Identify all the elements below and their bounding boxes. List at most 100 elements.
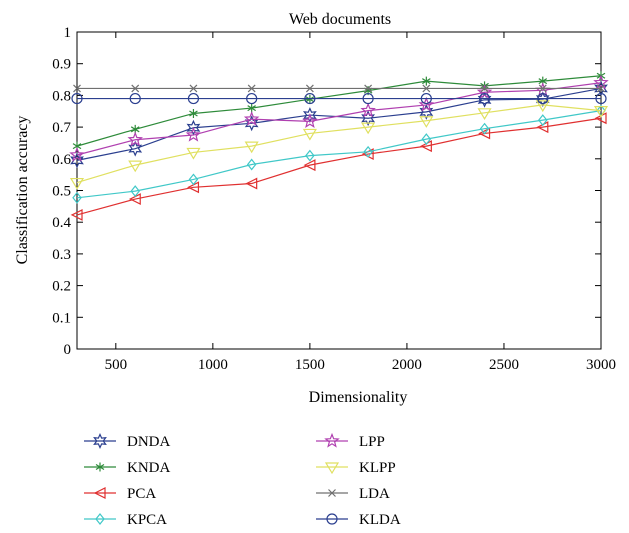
legend-label-knda: KNDA bbox=[127, 460, 170, 476]
data-point-pca bbox=[70, 208, 83, 221]
data-point-klpp bbox=[477, 108, 492, 121]
data-point-klda bbox=[362, 92, 374, 105]
data-point-lda bbox=[305, 84, 314, 93]
legend-marker-knda bbox=[95, 462, 105, 472]
legend-item-knda: KNDA bbox=[84, 460, 170, 476]
data-point-lda bbox=[364, 84, 373, 93]
legend-label-kpca: KPCA bbox=[127, 512, 167, 528]
data-point-klda bbox=[478, 92, 491, 105]
data-point-klpp bbox=[535, 100, 550, 113]
x-tick-label: 2500 bbox=[489, 357, 519, 373]
y-tick-label: 0.6 bbox=[52, 152, 71, 168]
data-point-kpca bbox=[363, 145, 373, 158]
data-point-klda bbox=[420, 92, 432, 105]
legend-item-klda: KLDA bbox=[316, 512, 401, 528]
legend-item-kpca: KPCA bbox=[84, 512, 167, 528]
legend-label-lpp: LPP bbox=[359, 434, 385, 450]
legend-marker-klda bbox=[326, 513, 338, 525]
data-point-klda bbox=[304, 92, 316, 105]
data-point-lpp bbox=[360, 102, 376, 118]
data-point-klda bbox=[129, 92, 141, 105]
series-line-lpp bbox=[76, 82, 602, 156]
data-point-pca bbox=[478, 127, 491, 140]
data-point-klpp bbox=[302, 128, 317, 141]
series-line-kpca bbox=[76, 110, 602, 199]
y-tick-label: 0 bbox=[64, 342, 72, 358]
data-point-kpca bbox=[305, 149, 315, 162]
data-point-dnda bbox=[594, 80, 608, 97]
data-point-lda bbox=[73, 84, 81, 93]
series-line-pca bbox=[76, 117, 602, 216]
data-point-dnda bbox=[70, 152, 84, 169]
y-axis-title: Classification accuracy bbox=[14, 116, 31, 265]
data-point-klpp bbox=[419, 116, 434, 128]
data-point-kpca bbox=[188, 173, 199, 186]
legend-marker-klpp bbox=[324, 462, 340, 475]
legend: DNDA KNDA PCA KPCA LPP KLPP LDA KLDA bbox=[84, 432, 401, 528]
data-point-klda bbox=[71, 92, 83, 105]
legend-item-klpp: KLPP bbox=[316, 460, 396, 476]
data-point-pca bbox=[245, 177, 258, 190]
data-point-klda bbox=[246, 92, 258, 105]
data-point-dnda bbox=[477, 91, 492, 108]
plot-area: 500 1000 1500 2000 2500 3000 0 0.1 0.2 0.3 0.4 0.5 0… bbox=[52, 25, 616, 373]
legend-marker-dnda bbox=[93, 433, 107, 449]
y-tick-label: 1 bbox=[64, 25, 72, 41]
data-point-kpca bbox=[479, 122, 490, 135]
data-point-klpp bbox=[128, 160, 143, 173]
legend-label-klpp: KLPP bbox=[359, 460, 396, 476]
data-point-lda bbox=[480, 84, 489, 93]
x-tick-label: 1000 bbox=[198, 357, 228, 373]
data-point-dnda bbox=[535, 91, 550, 108]
data-point-lpp bbox=[418, 96, 435, 112]
series-line-dnda bbox=[76, 87, 602, 161]
y-tick-label: 0.9 bbox=[52, 57, 71, 73]
legend-label-klda: KLDA bbox=[359, 512, 401, 528]
data-point-klpp bbox=[593, 106, 609, 118]
legend-label-pca: PCA bbox=[127, 486, 156, 502]
data-point-kpca bbox=[72, 191, 82, 204]
data-point-dnda bbox=[361, 110, 376, 127]
x-axis-title: Dimensionality bbox=[309, 389, 408, 406]
data-point-pca bbox=[303, 159, 316, 172]
data-point-lda bbox=[247, 84, 256, 93]
legend-label-lda: LDA bbox=[359, 486, 390, 502]
plot-frame bbox=[76, 31, 602, 350]
data-point-kpca bbox=[421, 133, 432, 146]
series-line-knda bbox=[76, 75, 602, 147]
legend-marker-lpp bbox=[324, 432, 340, 448]
data-point-dnda bbox=[128, 140, 143, 157]
data-point-klpp bbox=[186, 147, 201, 160]
data-point-klpp bbox=[69, 177, 85, 190]
data-point-lda bbox=[189, 84, 198, 93]
data-point-lda bbox=[131, 84, 140, 93]
y-tick-label: 0.8 bbox=[52, 88, 71, 104]
data-point-lpp bbox=[476, 84, 493, 99]
data-point-lpp bbox=[302, 113, 318, 128]
data-point-kpca bbox=[246, 158, 257, 171]
x-tick-label: 500 bbox=[105, 357, 128, 373]
data-point-knda bbox=[305, 94, 315, 104]
x-tick-label: 3000 bbox=[586, 357, 616, 373]
y-tick-label: 0.4 bbox=[52, 215, 71, 231]
series-line-klpp bbox=[76, 104, 602, 184]
data-point-dnda bbox=[244, 115, 259, 132]
chart-title: Web documents bbox=[289, 11, 391, 28]
y-tick-label: 0.2 bbox=[52, 279, 71, 295]
data-point-dnda bbox=[186, 119, 201, 136]
data-point-knda bbox=[189, 108, 198, 118]
data-point-lda bbox=[422, 84, 431, 93]
data-point-klda bbox=[187, 92, 200, 105]
data-point-lpp bbox=[593, 74, 609, 90]
data-point-lpp bbox=[243, 111, 260, 126]
data-point-klda bbox=[595, 92, 607, 105]
data-point-dnda bbox=[419, 103, 434, 120]
legend-marker-kpca bbox=[95, 513, 105, 525]
legend-item-lpp: LPP bbox=[316, 432, 385, 450]
legend-label-dnda: DNDA bbox=[127, 434, 170, 450]
legend-item-lda: LDA bbox=[316, 486, 390, 502]
legend-item-dnda: DNDA bbox=[84, 433, 170, 450]
data-point-lpp bbox=[69, 146, 85, 162]
data-point-lpp bbox=[185, 126, 202, 142]
